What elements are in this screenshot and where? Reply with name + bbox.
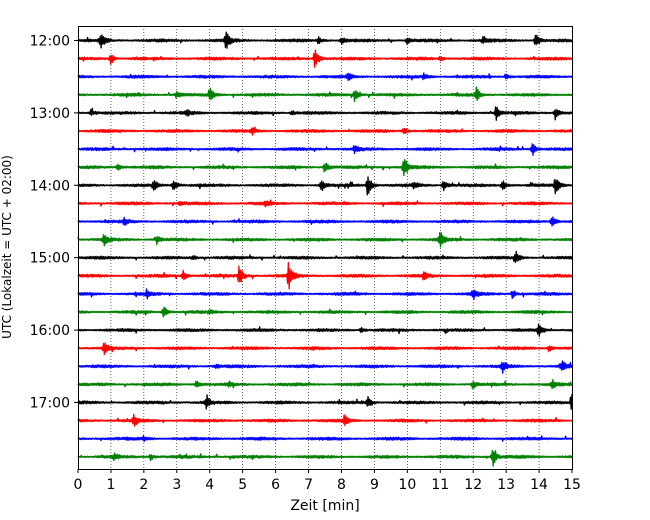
trace-16:00: [77, 323, 573, 337]
grid-lines: [110, 26, 540, 469]
y-tick-label-3: 15:00: [30, 251, 70, 267]
trace-12:00: [77, 31, 573, 49]
trace-17:00: [77, 394, 573, 410]
x-tick-label-8: 8: [337, 477, 346, 493]
x-tick-label-1: 1: [106, 477, 115, 493]
x-tick-label-0: 0: [74, 477, 83, 493]
trace-13:00: [77, 106, 573, 121]
x-tick-label-11: 11: [431, 477, 449, 493]
traces: [77, 31, 573, 467]
trace-13:30: [77, 143, 573, 156]
trace-16:30: [77, 360, 573, 374]
x-tick-label-9: 9: [370, 477, 379, 493]
trace-14:15: [77, 199, 573, 208]
y-axis-title: UTC (Lokalzeit = UTC + 02:00): [0, 155, 14, 339]
x-tick-label-12: 12: [464, 477, 482, 493]
y-tick-label-1: 13:00: [30, 106, 70, 122]
y-tick-label-4: 16:00: [30, 323, 70, 339]
trace-16:45: [77, 379, 573, 390]
y-tick-label-2: 14:00: [30, 178, 70, 194]
trace-12:45: [77, 86, 573, 103]
trace-13:15: [77, 126, 573, 136]
plot-frame: [78, 26, 573, 470]
trace-17:15: [77, 413, 573, 427]
x-axis-title: Zeit [min]: [290, 498, 359, 514]
y-tick-label-0: 12:00: [30, 34, 70, 50]
trace-12:30: [77, 72, 573, 82]
trace-17:45: [77, 449, 573, 467]
x-tick-label-5: 5: [238, 477, 247, 493]
x-tick-label-3: 3: [172, 477, 181, 493]
trace-15:00: [77, 250, 573, 264]
x-tick-label-2: 2: [139, 477, 148, 493]
x-tick-label-14: 14: [530, 477, 548, 493]
trace-14:45: [77, 232, 573, 248]
trace-15:45: [77, 306, 573, 318]
x-tick-label-10: 10: [398, 477, 416, 493]
trace-17:30: [77, 435, 573, 443]
trace-15:30: [77, 288, 573, 300]
trace-15:15: [77, 261, 573, 290]
trace-14:30: [77, 216, 573, 227]
axis-ticks: 0 1 2 3 4 5 6 7 8 9 10 11 12 13 14 1512:0013:0014:0015:…: [30, 34, 581, 494]
x-tick-label-6: 6: [271, 477, 280, 493]
trace-13:45: [77, 158, 573, 177]
x-tick-label-15: 15: [563, 477, 581, 493]
trace-12:15: [77, 49, 573, 68]
x-tick-label-7: 7: [304, 477, 313, 493]
x-tick-label-13: 13: [497, 477, 515, 493]
trace-16:15: [77, 342, 573, 356]
y-tick-label-5: 17:00: [30, 396, 70, 412]
x-tick-label-4: 4: [205, 477, 214, 493]
trace-14:00: [77, 176, 573, 196]
